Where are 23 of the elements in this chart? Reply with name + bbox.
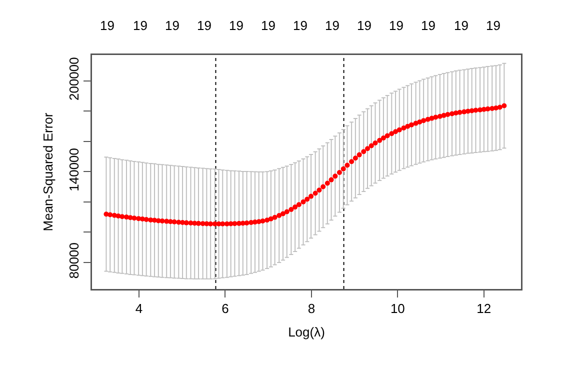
text: 19 (165, 18, 180, 33)
x-tick-label: 12 (476, 300, 492, 316)
y-axis-title: Mean-Squared Error (40, 112, 56, 232)
x-axis-title: Log(λ) (288, 324, 325, 340)
text: 19 (197, 18, 212, 33)
y-tick-label: 200000 (66, 57, 82, 100)
text: 19 (454, 18, 468, 33)
text: 19 (133, 18, 148, 33)
text: 19 (325, 18, 340, 33)
x-tick-label: 10 (390, 300, 405, 316)
text: 19 (100, 18, 114, 33)
text: 19 (421, 18, 436, 33)
text: 19 (293, 18, 308, 33)
x-tick-label: 8 (308, 300, 316, 316)
y-tick-label: 80000 (66, 242, 82, 279)
text: 19 (229, 18, 244, 33)
text: 19 (486, 18, 500, 33)
y-tick-label: 140000 (66, 148, 82, 192)
text: 19 (389, 18, 404, 33)
x-tick-label: 6 (222, 300, 229, 316)
x-tick-label: 4 (135, 300, 143, 316)
text: 19 (357, 18, 372, 33)
text: 19 (261, 18, 276, 33)
